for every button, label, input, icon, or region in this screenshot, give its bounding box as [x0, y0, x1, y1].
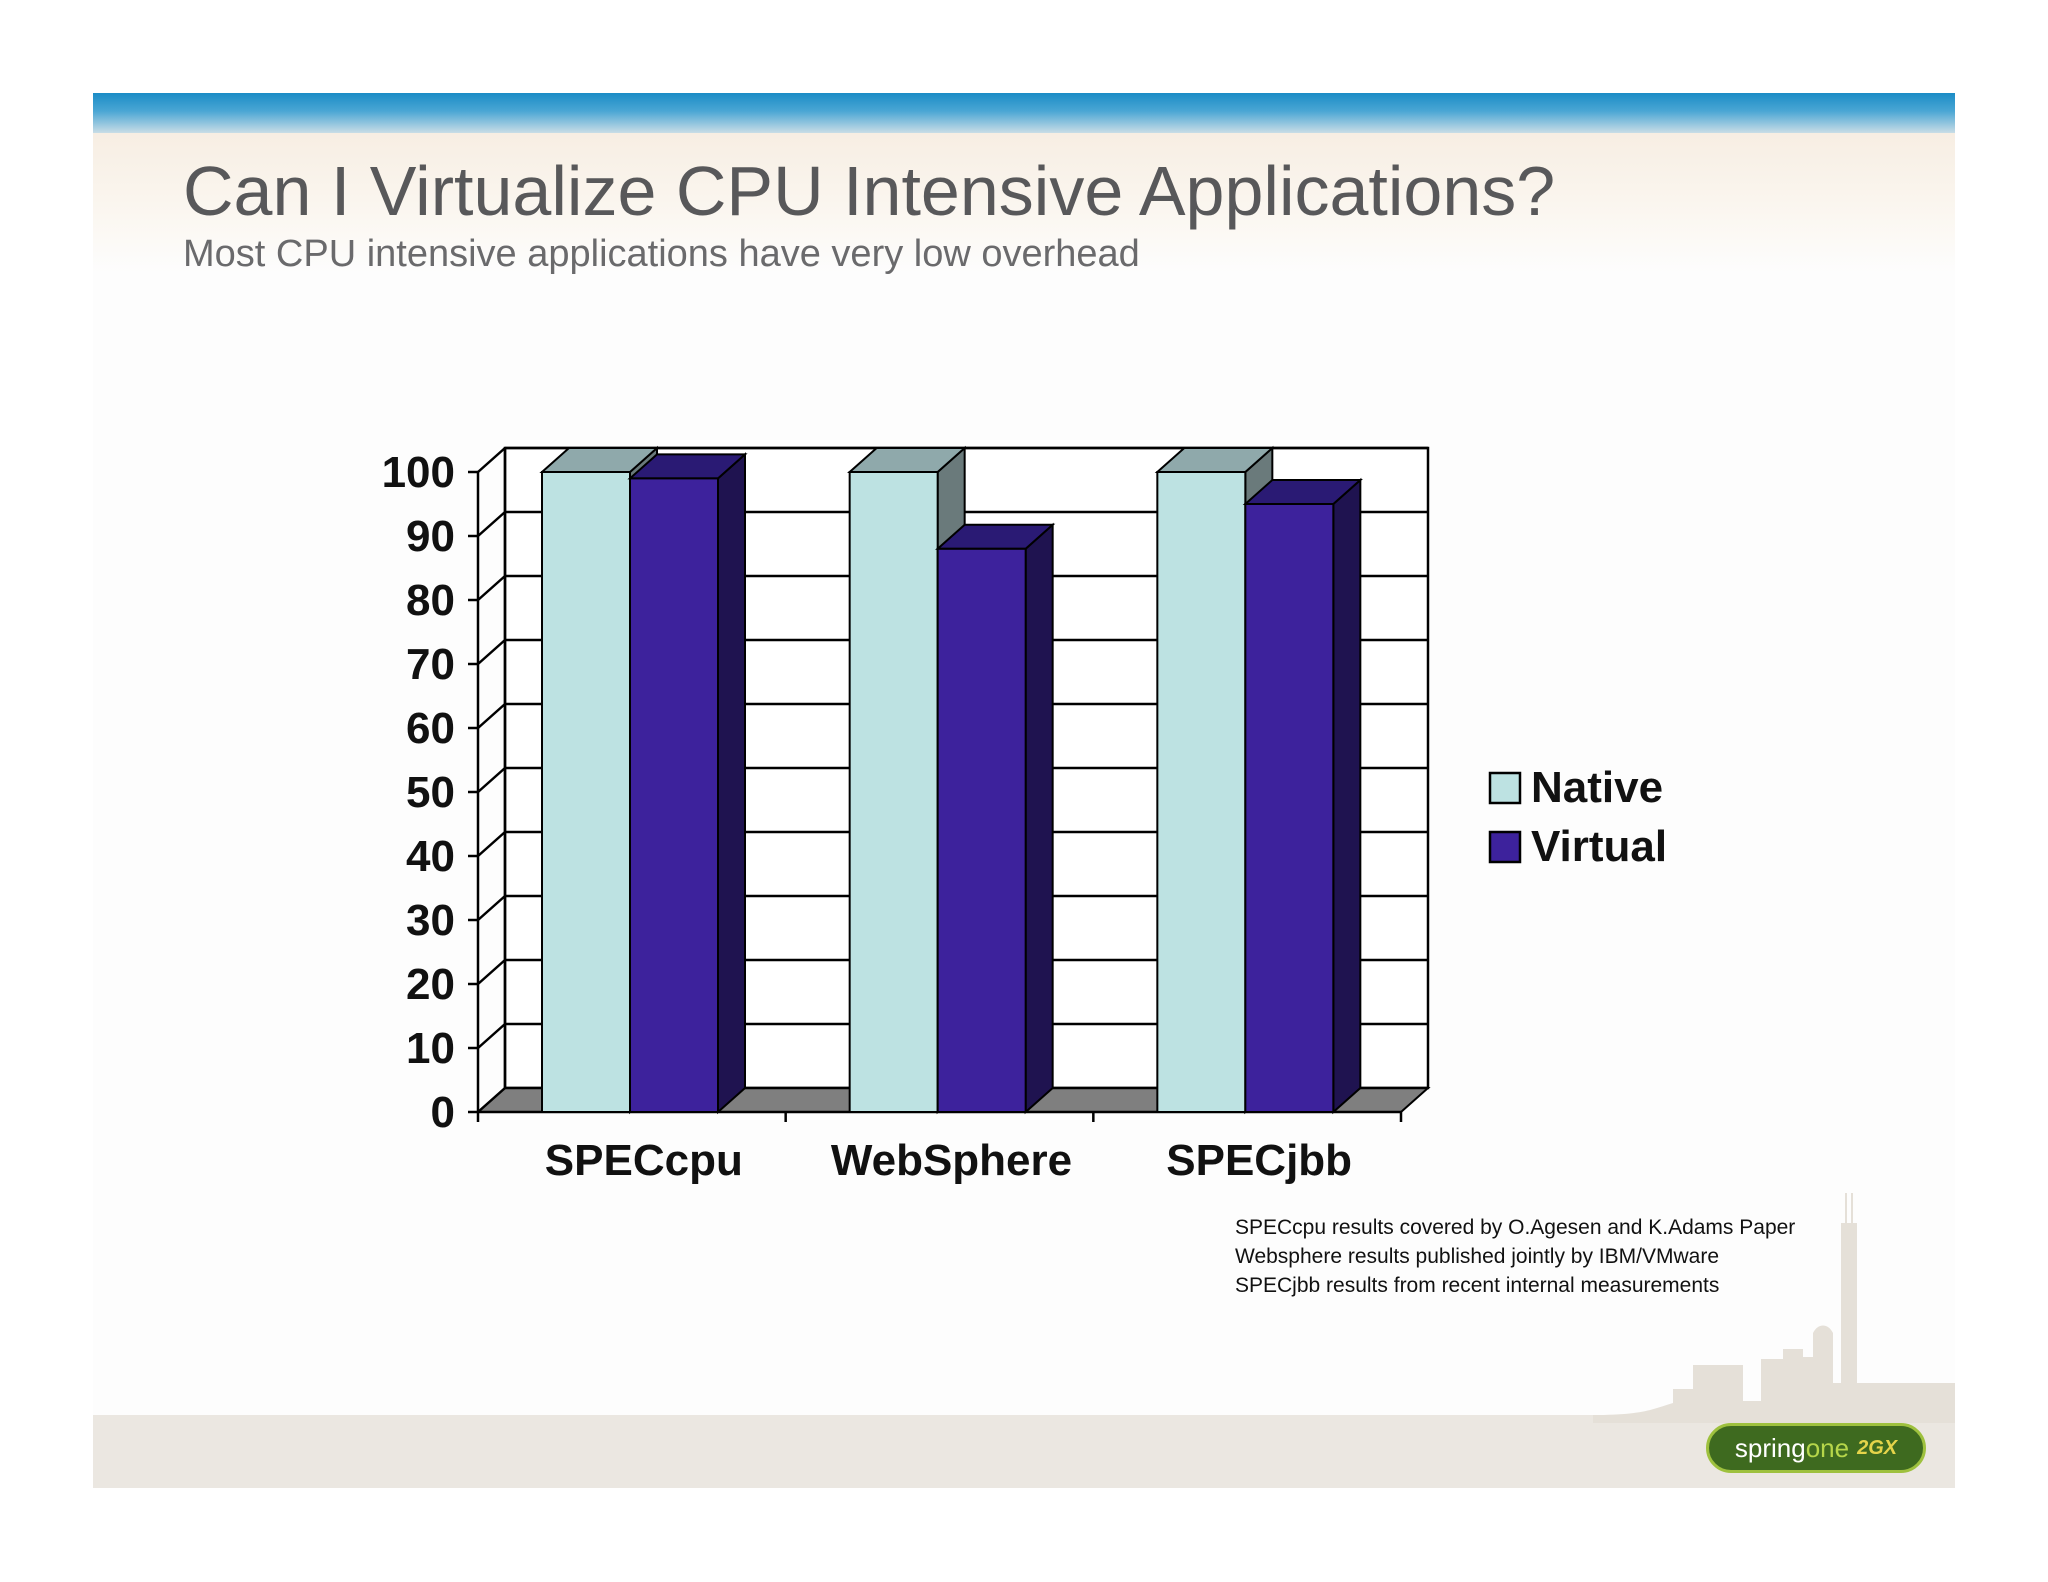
- gridline-side: [477, 1023, 506, 1049]
- bar-side-virtual: [1332, 477, 1362, 1115]
- y-tick-label: 70: [406, 640, 455, 689]
- y-tick-label: 80: [406, 576, 455, 625]
- footnotes: SPECcpu results covered by O.Agesen and …: [1235, 1213, 1795, 1300]
- bar-native-websphere: [848, 471, 939, 1113]
- gridline-side: [477, 703, 506, 729]
- footnote-specjbb: SPECjbb results from recent internal mea…: [1235, 1274, 1720, 1297]
- footnote-speccpu: SPECcpu results covered by O.Agesen and …: [1235, 1216, 1796, 1239]
- header-bar: [93, 93, 1955, 133]
- gridline-side: [477, 959, 506, 985]
- bar-virtual-specjbb: [1244, 503, 1335, 1113]
- y-tick-label: 0: [431, 1088, 455, 1137]
- skyline-graphic: [1593, 1193, 1955, 1423]
- slide: Can I Virtualize CPU Intensive Applicati…: [93, 93, 1955, 1488]
- logo-text-accent: one: [1805, 1432, 1850, 1463]
- x-category-label: SPECjbb: [1166, 1136, 1352, 1185]
- footnote-websphere: Websphere results published jointly by I…: [1235, 1245, 1719, 1268]
- slide-subtitle: Most CPU intensive applications have ver…: [183, 233, 1140, 275]
- bar-side-virtual: [717, 452, 746, 1115]
- bar-side-virtual: [1024, 522, 1054, 1115]
- y-tick-label: 60: [406, 704, 455, 753]
- logo-badge: 2GX: [1857, 1436, 1898, 1459]
- y-tick-label: 100: [382, 448, 455, 497]
- y-tick-label: 50: [406, 768, 455, 817]
- gridline-side: [477, 575, 506, 601]
- slide-title: Can I Virtualize CPU Intensive Applicati…: [183, 152, 1556, 230]
- legend-swatch-native: [1488, 771, 1522, 805]
- bar-native-specjbb: [1156, 471, 1247, 1113]
- y-tick-label: 30: [406, 896, 455, 945]
- bar-virtual-speccpu: [629, 477, 719, 1113]
- legend-swatch-virtual: [1488, 830, 1522, 864]
- gridline-side: [477, 447, 506, 473]
- gridline-side: [477, 895, 506, 921]
- header-gradient: [93, 133, 1955, 273]
- gridline-side: [477, 639, 506, 665]
- y-tick-label: 10: [406, 1024, 455, 1073]
- y-tick-label: 90: [406, 512, 455, 561]
- footer-band: [93, 1415, 1955, 1488]
- x-category-label: SPECcpu: [545, 1136, 743, 1185]
- gridline-side: [477, 511, 506, 537]
- y-tick-label: 20: [406, 960, 455, 1009]
- x-category-label: WebSphere: [831, 1136, 1072, 1185]
- springone-2gx-logo: spring one 2GX: [1706, 1423, 1926, 1473]
- legend-label-native: Native: [1531, 763, 1663, 812]
- y-tick-label: 40: [406, 832, 455, 881]
- gridline-side: [477, 1087, 506, 1113]
- bar-native-speccpu: [541, 471, 631, 1113]
- gridline-side: [477, 831, 506, 857]
- legend-label-virtual: Virtual: [1531, 822, 1667, 871]
- gridline-side: [477, 767, 506, 793]
- logo-text-main: spring: [1734, 1432, 1806, 1463]
- bar-virtual-websphere: [936, 547, 1027, 1113]
